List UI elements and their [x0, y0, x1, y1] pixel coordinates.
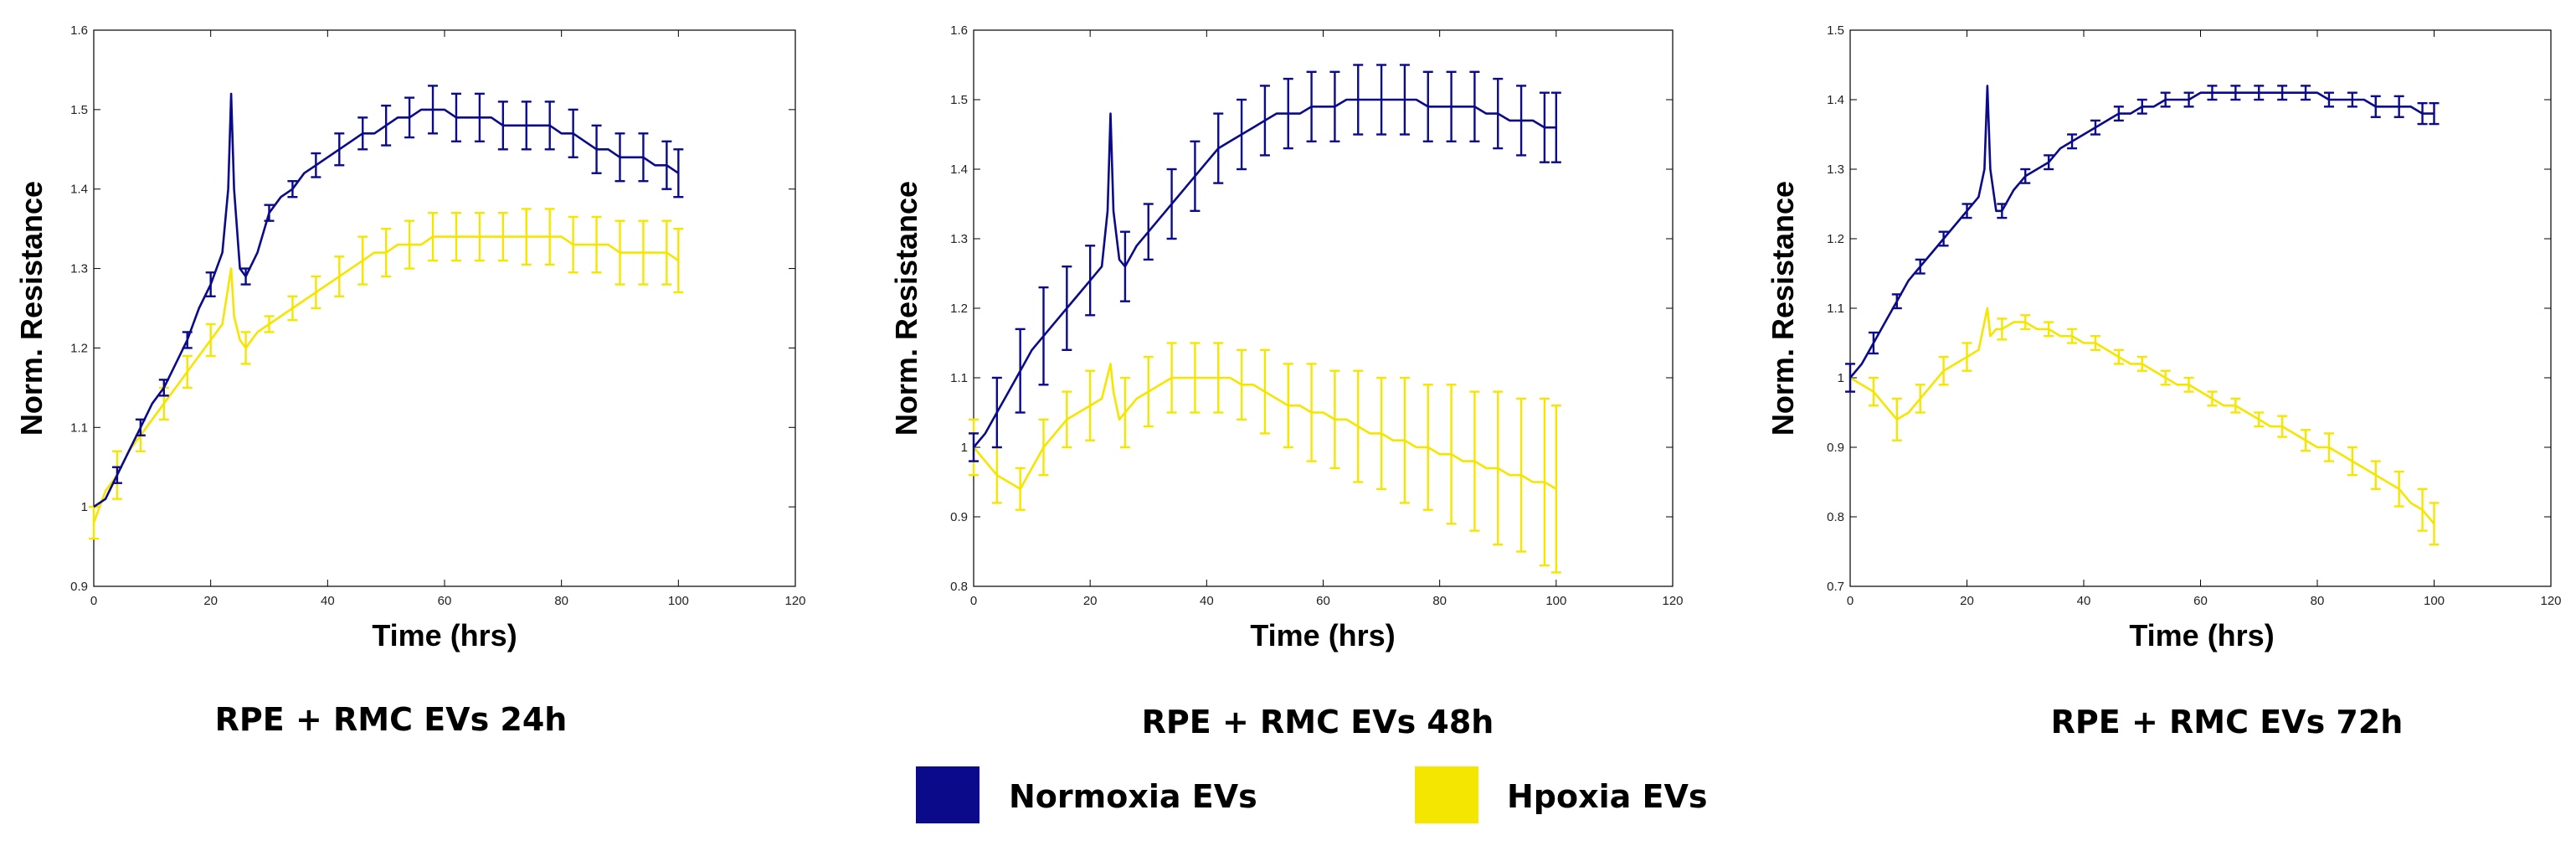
legend-swatch-hypoxia — [1415, 766, 1478, 823]
y-tick-label: 1.6 — [950, 23, 968, 38]
plot-area — [973, 29, 1674, 587]
y-tick-label: 1.2 — [950, 302, 968, 316]
y-tick-label: 1 — [1838, 371, 1844, 385]
y-tick-label: 1.1 — [70, 420, 88, 435]
series-line — [93, 92, 680, 508]
y-tick-label: 1.6 — [70, 23, 88, 38]
x-tick-label: 60 — [438, 594, 452, 608]
chart-marks: 0 20 40 60 80 100 120 0.7 0.8 0.9 1 1.1 1.2 1.3 1.4 1.5 — [1827, 23, 2561, 608]
plot-area — [1849, 29, 2552, 587]
x-tick-label: 0 — [970, 594, 977, 608]
y-tick-label: 0.7 — [1827, 580, 1844, 594]
y-tick-label: 1.5 — [950, 93, 968, 107]
x-tick-label: 20 — [1960, 594, 1974, 608]
y-axis-label: Norm. Resistance — [1766, 181, 1800, 436]
chart-caption: RPE + RMC EVs 24h — [215, 701, 568, 738]
y-tick-label: 1.5 — [1827, 23, 1844, 38]
series-normoxia — [969, 64, 1561, 462]
x-axis-label: Time (hrs) — [2129, 618, 2274, 653]
x-tick-label: 120 — [784, 594, 805, 608]
x-tick-label: 80 — [2311, 594, 2325, 608]
x-tick-label: 0 — [90, 594, 97, 608]
y-tick-label: 1.2 — [1827, 232, 1844, 246]
legend: Normoxia EVs Hpoxia EVs — [916, 766, 1708, 823]
legend-label-hypoxia: Hpoxia EVs — [1507, 778, 1708, 815]
y-tick-label: 0.9 — [950, 510, 968, 524]
x-tick-label: 80 — [554, 594, 568, 608]
y-axis-label: Norm. Resistance — [14, 181, 49, 436]
series-line — [973, 363, 1557, 491]
series-hypoxia — [969, 342, 1561, 574]
x-tick-label: 40 — [321, 594, 335, 608]
legend-item-normoxia: Normoxia EVs — [916, 766, 1257, 823]
x-tick-label: 60 — [1316, 594, 1330, 608]
x-axis-label: Time (hrs) — [1250, 618, 1395, 653]
x-tick-label: 120 — [1662, 594, 1683, 608]
y-tick-label: 1.2 — [70, 341, 88, 355]
series-line — [1849, 307, 2435, 525]
x-tick-label: 0 — [1847, 594, 1854, 608]
x-tick-label: 120 — [2540, 594, 2561, 608]
series-line — [92, 235, 680, 524]
y-tick-label: 1.3 — [1827, 162, 1844, 177]
plot-area — [93, 29, 796, 587]
x-tick-label: 100 — [2424, 594, 2445, 608]
chart-caption: RPE + RMC EVs 72h — [2051, 704, 2404, 740]
y-tick-label: 1.3 — [950, 232, 968, 246]
chart-caption: RPE + RMC EVs 48h — [1142, 704, 1494, 740]
x-tick-label: 60 — [2193, 594, 2208, 608]
x-tick-label: 80 — [1432, 594, 1447, 608]
y-tick-label: 1.4 — [950, 162, 968, 177]
chart-panel-48h: 0 20 40 60 80 100 120 0.8 0.9 1 1.1 1.2 1.3 1.4 1.5 1.6… — [889, 23, 1684, 740]
y-tick-label: 0.9 — [70, 580, 88, 594]
y-tick-label: 0.9 — [1827, 441, 1844, 455]
x-tick-label: 20 — [1083, 594, 1098, 608]
y-tick-label: 0.8 — [1827, 510, 1844, 524]
series-normoxia — [1845, 85, 2440, 393]
y-tick-label: 1.4 — [1827, 93, 1844, 107]
legend-swatch-normoxia — [916, 766, 979, 823]
y-tick-label: 1 — [961, 441, 968, 455]
chart-panel-24h: 0 20 40 60 80 100 120 0.9 1 1.1 1.2 1.3 1.4 1.5 1.6 Ti… — [14, 23, 806, 738]
y-tick-label: 1 — [81, 500, 88, 514]
y-tick-label: 1.4 — [70, 183, 88, 197]
x-tick-label: 100 — [1545, 594, 1566, 608]
series-line — [973, 98, 1556, 448]
y-tick-label: 1.3 — [70, 262, 88, 276]
y-axis-label: Norm. Resistance — [889, 181, 923, 436]
y-tick-label: 0.8 — [950, 580, 968, 594]
x-tick-label: 40 — [1200, 594, 1214, 608]
y-tick-label: 1.5 — [70, 103, 88, 117]
chart-marks: 0 20 40 60 80 100 120 0.9 1 1.1 1.2 1.3 1.4 1.5 1.6 — [70, 23, 805, 608]
series-normoxia — [93, 85, 684, 508]
legend-item-hypoxia: Hpoxia EVs — [1415, 766, 1708, 823]
x-tick-label: 40 — [2077, 594, 2091, 608]
x-tick-label: 20 — [203, 594, 218, 608]
legend-label-normoxia: Normoxia EVs — [1009, 778, 1257, 815]
y-tick-label: 1.1 — [1827, 302, 1844, 316]
y-tick-label: 1.1 — [950, 371, 968, 385]
chart-marks: 0 20 40 60 80 100 120 0.8 0.9 1 1.1 1.2 1.3 1.4 1.5 1.6 — [950, 23, 1683, 608]
chart-panel-72h: 0 20 40 60 80 100 120 0.7 0.8 0.9 1 1.1 1.2 1.3 1.4 1.5… — [1766, 23, 2562, 740]
x-axis-label: Time (hrs) — [372, 618, 517, 653]
series-line — [1849, 85, 2435, 379]
x-tick-label: 100 — [668, 594, 689, 608]
